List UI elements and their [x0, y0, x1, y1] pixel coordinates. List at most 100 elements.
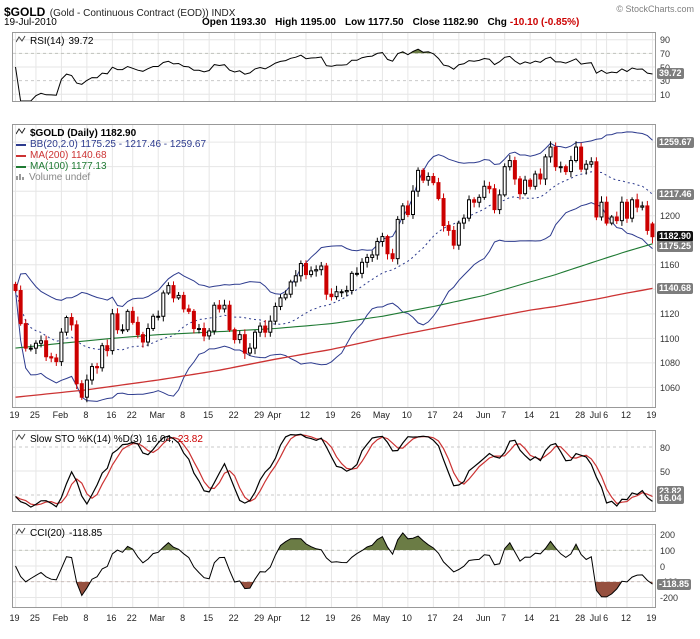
x-tick-label: 29: [254, 410, 265, 420]
value-badge: 1140.68: [657, 282, 694, 294]
y-tick-label: 10: [660, 89, 671, 100]
cci-line-icon: [15, 527, 26, 539]
open-label: Open: [202, 17, 228, 28]
value-badge: -118.85: [657, 579, 692, 591]
x-tick-label: 7: [501, 410, 507, 420]
y-tick-label: 1080: [660, 358, 681, 369]
x-tick-label: 14: [524, 410, 535, 420]
value-badge: 1217.46: [657, 188, 694, 200]
x-tick-label: 19: [646, 410, 657, 420]
cci-plot: [13, 525, 655, 607]
rsi-panel: [12, 32, 656, 102]
x-tick-label: 24: [452, 410, 463, 420]
title-line: $GOLD (Gold - Continuous Contract (EOD))…: [4, 3, 235, 21]
oscillator-line-icon: [15, 433, 26, 445]
x-tick-label: Apr: [267, 410, 282, 420]
y-tick-label: 1100: [660, 333, 680, 344]
price-legend-ma100: MA(100) 1177.13: [16, 161, 107, 172]
y-tick-label: 90: [660, 35, 671, 46]
stochastic-legend: Slow STO %K(14) %D(3) 16.04, 23.82: [15, 433, 203, 445]
x-tick-label: 22: [228, 613, 239, 623]
x-tick-label: May: [372, 613, 390, 623]
y-tick-label: 100: [660, 545, 676, 556]
price-panel: [12, 124, 656, 408]
x-tick-label: 26: [350, 613, 361, 623]
x-tick-label: 19: [646, 613, 657, 623]
x-tick-label: Feb: [52, 410, 69, 420]
value-badge: 1259.67: [657, 137, 694, 149]
high-label: High: [275, 17, 298, 28]
x-tick-label: 17: [427, 410, 438, 420]
x-tick-label: 15: [203, 613, 214, 623]
x-tick-label: 8: [180, 410, 186, 420]
symbol-description: (Gold - Continuous Contract (EOD)) INDX: [49, 8, 236, 19]
quote-line: Open 1193.30 High 1195.00 Low 1177.50 Close…: [202, 17, 579, 28]
x-tick-label: 24: [452, 613, 463, 623]
cci-legend-label: CCI(20): [30, 527, 66, 539]
price-legend-bb: BB(20,2.0) 1175.25 - 1217.46 - 1259.67: [16, 139, 206, 150]
y-tick-label: 1120: [660, 309, 680, 320]
stochastic-legend-label: Slow STO %K(14) %D(3): [30, 433, 143, 445]
x-tick-label: 10: [401, 613, 412, 623]
line-chart-icon: [15, 35, 26, 47]
y-tick-label: 80: [660, 442, 671, 453]
value-badge: 39.72: [657, 68, 684, 80]
y-tick-label: 1060: [660, 382, 681, 393]
x-tick-label: 12: [299, 613, 310, 623]
value-badge: 23.82: [657, 486, 684, 498]
x-tick-label: 22: [126, 613, 137, 623]
x-tick-label: Mar: [149, 410, 165, 420]
close-label: Close: [412, 17, 440, 28]
x-tick-label: Feb: [52, 613, 69, 623]
x-tick-label: Jul: [589, 613, 602, 623]
x-tick-label: May: [372, 410, 390, 420]
y-tick-label: 50: [660, 62, 671, 73]
rsi-legend-value: 39.72: [68, 35, 94, 47]
y-tick-label: -100: [660, 577, 679, 588]
y-tick-label: 70: [660, 48, 671, 59]
cci-panel: [12, 524, 656, 608]
low-label: Low: [345, 17, 365, 28]
x-tick-label: 19: [9, 613, 20, 623]
y-tick-label: -200: [660, 593, 679, 604]
x-tick-label: 19: [325, 410, 336, 420]
x-tick-label: 25: [29, 613, 40, 623]
close-value: 1182.90: [442, 17, 479, 28]
rsi-plot: [13, 33, 655, 101]
x-tick-label: 25: [29, 410, 40, 420]
x-tick-label: 8: [180, 613, 186, 623]
x-tick-label: Mar: [149, 613, 165, 623]
x-tick-label: 29: [254, 613, 265, 623]
price-legend-ma100-text: MA(100) 1177.13: [30, 161, 107, 172]
x-tick-label: 21: [549, 613, 560, 623]
y-tick-label: 20: [660, 490, 671, 501]
x-tick-label: 6: [603, 613, 609, 623]
high-value: 1195.00: [300, 17, 336, 28]
x-tick-label: 22: [228, 410, 239, 420]
x-tick-label: 8: [83, 613, 89, 623]
cci-legend-value: -118.85: [69, 527, 103, 539]
rsi-legend: RSI(14) 39.72: [15, 35, 94, 47]
x-tick-label: 19: [9, 410, 20, 420]
x-tick-label: 7: [501, 613, 507, 623]
x-tick-label: 17: [427, 613, 438, 623]
cci-legend: CCI(20) -118.85: [15, 527, 103, 539]
price-legend-volume-text: Volume undef: [29, 172, 91, 183]
x-tick-label: 8: [83, 410, 89, 420]
x-tick-label: 22: [126, 410, 137, 420]
chg-label: Chg: [487, 17, 507, 28]
low-value: 1177.50: [368, 17, 404, 28]
price-legend-bb-text: BB(20,2.0) 1175.25 - 1217.46 - 1259.67: [30, 139, 207, 150]
ma100-line-icon: [16, 165, 26, 168]
price-legend-ma200-text: MA(200) 1140.68: [30, 150, 107, 161]
price-legend-ma200: MA(200) 1140.68: [16, 150, 107, 161]
x-tick-label: 19: [325, 613, 336, 623]
y-tick-label: 0: [660, 561, 666, 572]
rsi-legend-label: RSI(14): [30, 35, 65, 47]
price-legend-symbol-text: $GOLD (Daily) 1182.90: [30, 127, 137, 139]
price-plot: [13, 125, 655, 407]
open-value: 1193.30: [230, 17, 267, 28]
value-badge: 16.04: [657, 492, 684, 504]
y-tick-label: 50: [660, 466, 671, 477]
